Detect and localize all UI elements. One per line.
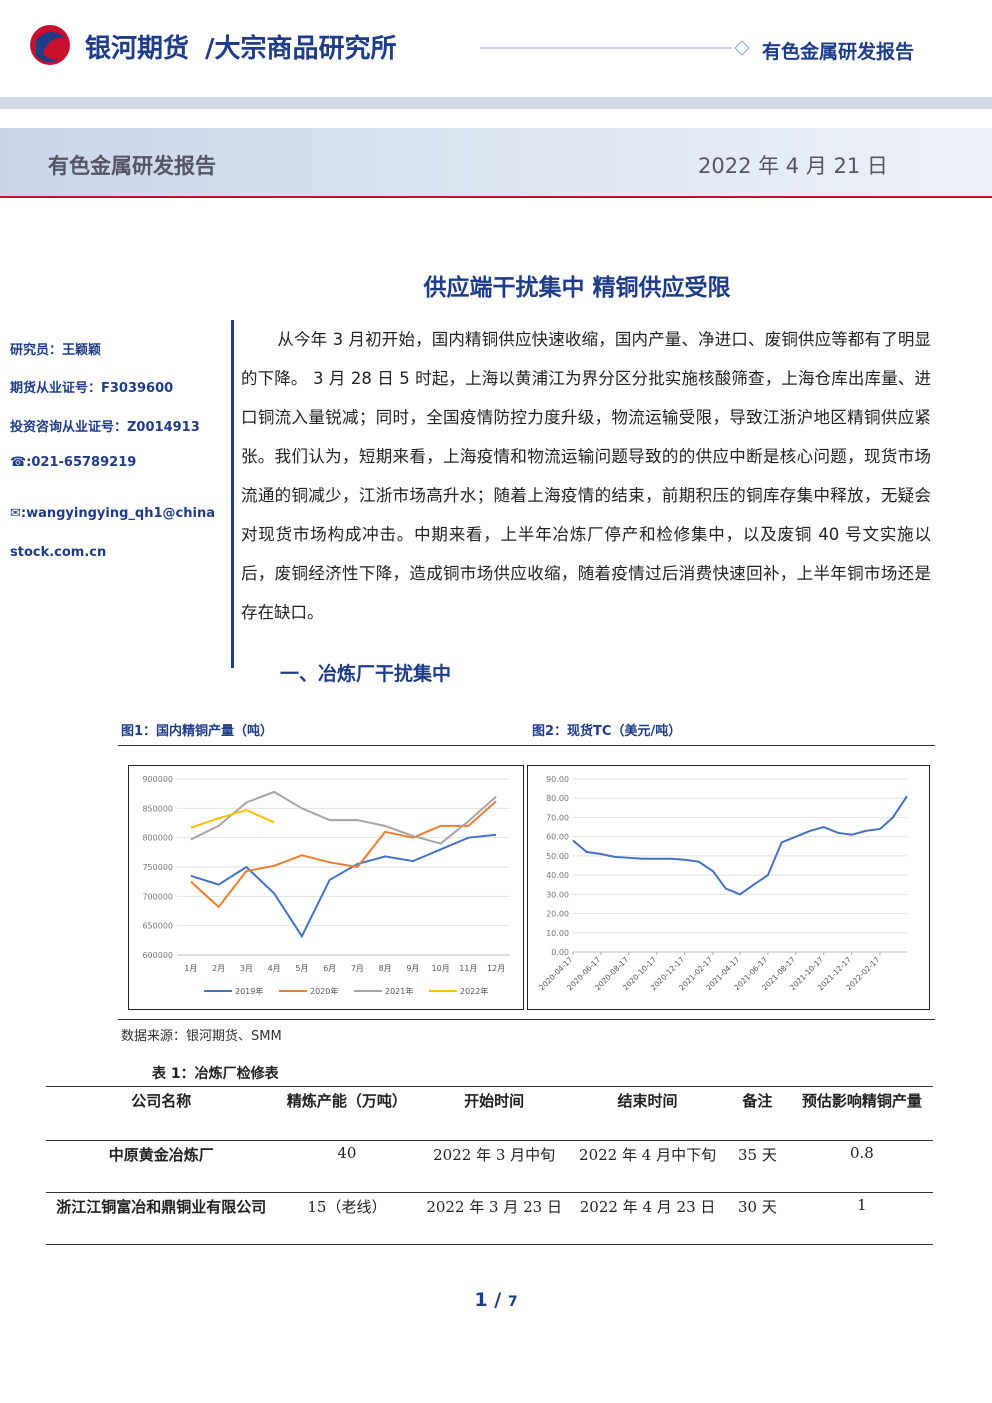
header-art (0, 25, 992, 198)
rule (118, 1019, 935, 1020)
section-heading: 一、冶炼厂干扰集中 (280, 663, 452, 685)
table-header-cell: 备注 (742, 1092, 773, 1110)
x-tick-label: 3月 (240, 964, 253, 973)
table-cell: 中原黄金冶炼厂 (108, 1146, 214, 1164)
table-cell: 2022 年 4 月中下旬 (579, 1146, 717, 1164)
x-tick-label: 8月 (379, 964, 392, 973)
y-tick-label: 750000 (142, 863, 173, 872)
table-cell: 1 (857, 1196, 867, 1214)
table-header-cell: 结束时间 (617, 1092, 678, 1110)
legend-label: 2020年 (310, 986, 338, 996)
figure-caption: 图2：现货TC（美元/吨） (532, 724, 682, 739)
sidebar-item: 投资咨询从业证号：Z0014913 (10, 420, 200, 435)
page-total: 7 (507, 1294, 518, 1310)
table-cell: 2022 年 3 月 23 日 (426, 1198, 562, 1216)
source: 数据来源：银河期货、SMM (121, 1029, 282, 1044)
brand: 银河期货 (85, 34, 190, 64)
chart: 1月 2月 3月 4月 5月 6月 7月 8月 9月 10月 11月 12月 600000 650000 7… (128, 765, 524, 1010)
table-cell: 15（老线） (307, 1198, 387, 1216)
series-line (190, 833, 497, 939)
figure-caption: 图1：国内精铜产量（吨） (121, 724, 274, 739)
sidebar-item: 期货从业证号：F3039600 (10, 381, 174, 396)
series-line (572, 795, 908, 896)
banner-title: 有色金属研发报告 (48, 154, 216, 178)
x-tick-label: 1月 (184, 964, 197, 973)
sidebar-item: 研究员：王颖颖 (10, 343, 102, 358)
y-tick-label: 850000 (142, 804, 173, 813)
y-tick-label: 600000 (142, 951, 173, 960)
table-cell: 30 天 (737, 1198, 777, 1216)
y-tick-label: 0.00 (551, 948, 569, 957)
legend-label: 2019年 (235, 986, 263, 996)
y-tick-label: 30.00 (546, 890, 569, 899)
paragraph: 从今年 3 月初开始，国内精铜供应快速收缩，国内产量、净进口、废铜供应等都有了明… (241, 330, 931, 622)
y-tick-label: 800000 (142, 834, 173, 843)
x-tick-label: 7月 (351, 964, 364, 973)
legend-label: 2021年 (385, 986, 413, 996)
y-tick-label: 70.00 (546, 813, 569, 822)
table-header-cell: 预估影响精铜产量 (801, 1092, 922, 1110)
x-tick-label: 11月 (459, 964, 477, 973)
x-tick-label: 12月 (487, 964, 505, 973)
y-tick-label: 40.00 (546, 871, 569, 880)
table-title: 表 1：冶炼厂检修表 (152, 1066, 279, 1082)
page-number: 1 / 7 (474, 1289, 518, 1311)
y-tick-label: 90.00 (546, 775, 569, 784)
y-tick-label: 60.00 (546, 833, 569, 842)
x-tick-label: 5月 (295, 964, 308, 973)
y-tick-label: 700000 (142, 892, 173, 901)
x-tick-label: 2月 (212, 964, 225, 973)
divider (231, 320, 234, 668)
chart: 2020-04-172020-06-172020-08-172020-10-17… (527, 765, 930, 1010)
page-current: 1 (474, 1289, 488, 1311)
table-row: 中原黄金冶炼厂 40 2022 年 3 月中旬 2022 年 4 月中下旬 35 天 0.… (46, 1141, 933, 1193)
banner-date: 2022 年 4 月 21 日 (698, 154, 888, 178)
table-header: 公司名称 精炼产能（万吨） 开始时间 结束时间 备注 预估影响精铜产量 (46, 1086, 933, 1141)
title: 供应端干扰集中 精铜供应受限 (423, 275, 731, 301)
x-tick-label: 10月 (432, 964, 450, 973)
x-tick-label: 4月 (268, 964, 281, 973)
table-cell: 40 (337, 1144, 357, 1162)
sidebar-item: ✉:wangyingying_qh1@chinastock.com.cn (10, 506, 215, 560)
series-line (190, 790, 497, 845)
table-cell: 2022 年 3 月中旬 (433, 1146, 556, 1164)
institute: /大宗商品研究所 (205, 34, 397, 64)
rule (118, 745, 935, 746)
y-tick-label: 50.00 (546, 852, 569, 861)
table-cell: 2022 年 4 月 23 日 (579, 1198, 716, 1216)
series-line (190, 809, 275, 829)
y-tick-label: 650000 (142, 922, 173, 931)
report-type: 有色金属研发报告 (762, 41, 915, 63)
y-tick-label: 10.00 (546, 929, 569, 938)
y-tick-label: 900000 (142, 775, 173, 784)
table: 公司名称 精炼产能（万吨） 开始时间 结束时间 备注 预估影响精铜产量 中原黄金冶炼厂 40… (46, 1086, 933, 1245)
table-header-cell: 开始时间 (464, 1092, 525, 1110)
table-cell: 35 天 (737, 1146, 777, 1164)
table-header-cell: 公司名称 (131, 1092, 192, 1110)
x-tick-label: 9月 (406, 964, 419, 973)
table-cell: 0.8 (849, 1144, 874, 1162)
series-line (190, 800, 497, 909)
y-tick-label: 20.00 (546, 910, 569, 919)
table-cell: 浙江江铜富冶和鼎铜业有限公司 (56, 1198, 267, 1216)
legend-label: 2022年 (460, 986, 488, 996)
x-tick-label: 6月 (323, 964, 336, 973)
y-tick-label: 80.00 (546, 794, 569, 803)
sidebar-item: ☎:021-65789219 (10, 455, 137, 470)
table-header-cell: 精炼产能（万吨） (286, 1092, 407, 1110)
table-row: 浙江江铜富冶和鼎铜业有限公司 15（老线） 2022 年 3 月 23 日 2022 … (46, 1193, 933, 1245)
